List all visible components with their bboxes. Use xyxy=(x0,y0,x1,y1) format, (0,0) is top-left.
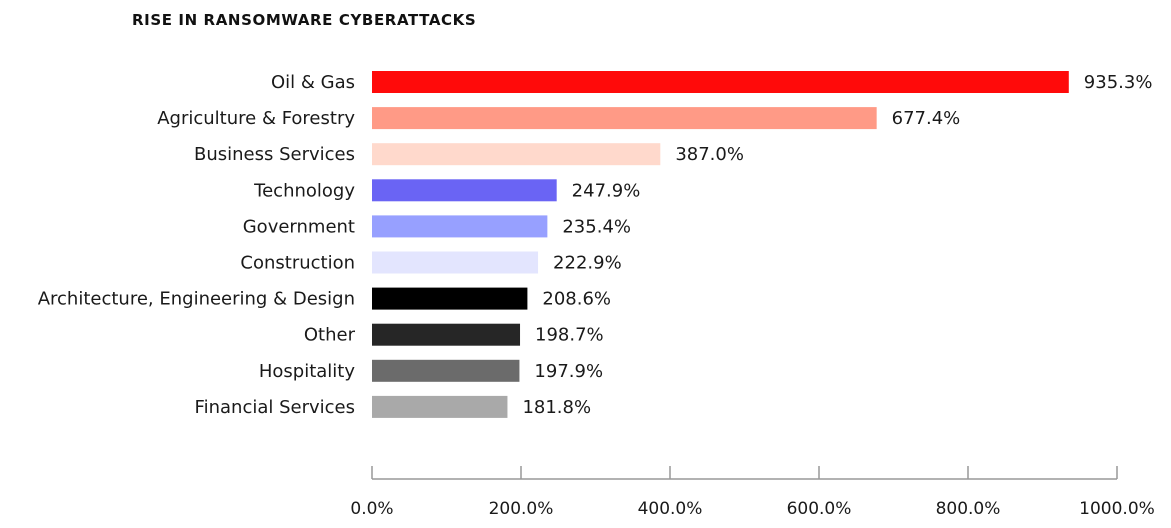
data-label: 181.8% xyxy=(522,397,591,418)
category-label: Financial Services xyxy=(195,397,355,418)
category-label: Hospitality xyxy=(259,361,356,382)
category-label: Architecture, Engineering & Design xyxy=(38,289,355,310)
bar xyxy=(372,71,1069,93)
category-label: Business Services xyxy=(194,144,355,165)
bar xyxy=(372,215,548,238)
x-tick-label: 0.0% xyxy=(350,499,393,519)
x-tick-label: 600.0% xyxy=(787,499,852,519)
bar xyxy=(372,395,508,418)
category-label: Construction xyxy=(240,253,355,274)
chart-title: RISE IN RANSOMWARE CYBERATTACKS xyxy=(132,11,477,29)
data-label: 935.3% xyxy=(1084,72,1153,93)
data-label: 197.9% xyxy=(534,361,603,382)
data-label: 677.4% xyxy=(892,108,961,129)
bar xyxy=(372,287,528,310)
bar xyxy=(372,323,521,346)
x-tick-label: 1000.0% xyxy=(1079,499,1155,519)
bar xyxy=(372,251,539,274)
category-label: Agriculture & Forestry xyxy=(157,108,355,129)
data-label: 235.4% xyxy=(562,216,631,237)
x-tick-label: 400.0% xyxy=(638,499,703,519)
bar xyxy=(372,107,877,130)
bar xyxy=(372,143,661,166)
category-label: Technology xyxy=(253,180,355,201)
data-label: 387.0% xyxy=(675,144,744,165)
data-label: 222.9% xyxy=(553,253,622,274)
bar xyxy=(372,179,557,202)
category-label: Government xyxy=(243,216,355,237)
category-label: Other xyxy=(304,325,356,346)
category-label: Oil & Gas xyxy=(271,72,355,93)
bar xyxy=(372,359,520,382)
x-tick-label: 800.0% xyxy=(936,499,1001,519)
data-label: 208.6% xyxy=(542,289,611,310)
x-tick-label: 200.0% xyxy=(489,499,554,519)
data-label: 198.7% xyxy=(535,325,604,346)
data-label: 247.9% xyxy=(572,180,641,201)
